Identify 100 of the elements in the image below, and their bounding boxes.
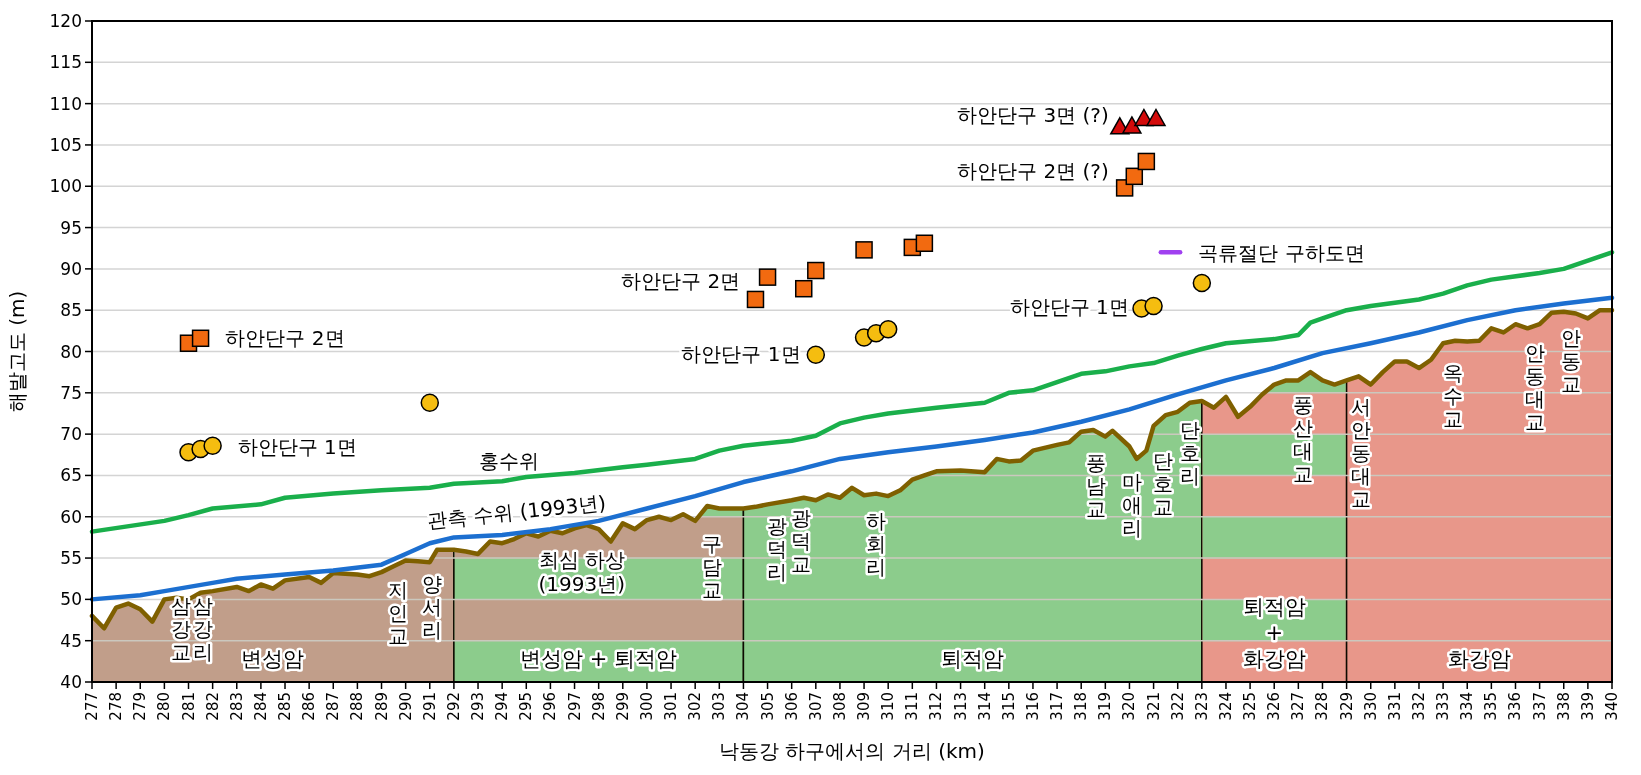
annotation: 단호교	[1153, 448, 1174, 519]
x-tick-label: 286	[300, 692, 319, 721]
y-tick-label: 60	[60, 506, 82, 527]
x-tick-label: 316	[1023, 692, 1042, 721]
x-tick-label: 333	[1434, 692, 1453, 721]
y-tick-label: 95	[60, 217, 82, 238]
x-tick-label: 319	[1096, 692, 1115, 721]
x-tick-label: 290	[396, 692, 415, 721]
point	[191, 329, 210, 348]
x-tick-label: 283	[227, 692, 246, 721]
x-tick-label: 309	[855, 692, 874, 721]
y-tick-label: 45	[60, 630, 82, 651]
annotation: 안동교	[1560, 325, 1581, 396]
point	[795, 279, 813, 298]
annotation: 관측 수위 (1993년)	[426, 490, 608, 534]
x-tick-label: 305	[758, 692, 777, 721]
annotation: 하안단구 1면	[237, 434, 357, 459]
x-tick-label: 336	[1506, 692, 1525, 721]
x-tick-label: 291	[420, 692, 439, 721]
x-tick-label: 303	[710, 692, 729, 721]
x-tick-label: 314	[975, 692, 994, 721]
x-tick-label: 308	[830, 692, 849, 721]
x-tick-label: 337	[1530, 692, 1549, 721]
y-tick-label: 100	[49, 176, 82, 197]
point	[203, 436, 222, 455]
x-tick-label: 285	[276, 692, 295, 721]
x-tick-label: 339	[1578, 692, 1597, 721]
x-tick-label: 295	[517, 692, 536, 721]
y-tick-label: 80	[60, 341, 82, 362]
annotation: 풍산대교	[1293, 392, 1314, 486]
x-tick-label: 296	[541, 692, 560, 721]
band-label: 퇴적암 + 화강암	[1242, 594, 1306, 671]
x-tick-label: 284	[251, 692, 270, 721]
x-tick-label: 281	[179, 692, 198, 721]
point	[1122, 116, 1142, 134]
x-tick-label: 279	[131, 692, 150, 721]
x-tick-label: 307	[806, 692, 825, 721]
x-tick-label: 293	[469, 692, 488, 721]
annotation: 하안단구 1면	[1009, 295, 1129, 320]
x-tick-label: 287	[324, 692, 343, 721]
x-tick-label: 297	[565, 692, 584, 721]
annotation: 광덕리	[767, 514, 788, 585]
y-tick-label: 50	[60, 589, 82, 610]
point	[878, 319, 898, 339]
annotation: 옥수교	[1442, 361, 1463, 432]
point	[420, 393, 440, 412]
x-tick-label: 335	[1482, 692, 1501, 721]
annotation: 곡류절단 구하도면	[1198, 240, 1365, 265]
x-tick-label: 288	[348, 692, 367, 721]
y-tick-label: 85	[60, 300, 82, 321]
x-tick-label: 334	[1458, 692, 1477, 721]
x-axis-title: 낙동강 하구에서의 거리 (km)	[719, 739, 985, 763]
annotation: 하안단구 3면 (?)	[957, 103, 1109, 128]
annotation: 삼강리	[192, 594, 213, 665]
point	[915, 234, 934, 253]
x-tick-label: 317	[1048, 692, 1067, 721]
y-tick-label: 40	[60, 672, 82, 692]
x-tick-label: 292	[444, 692, 463, 721]
x-tick-label: 320	[1120, 692, 1139, 721]
point	[758, 268, 777, 286]
annotation: 하안단구 2면	[225, 326, 345, 351]
x-tick-label: 324	[1216, 692, 1235, 721]
x-tick-label: 300	[637, 692, 656, 721]
x-tick-label: 328	[1313, 692, 1332, 721]
x-tick-label: 329	[1337, 692, 1356, 721]
band-label: 화강암	[1447, 646, 1511, 671]
x-tick-label: 323	[1192, 692, 1211, 721]
y-tick-label: 120	[49, 11, 82, 31]
x-tick-label: 322	[1168, 692, 1187, 721]
y-tick-label: 65	[60, 465, 82, 486]
y-tick-label: 105	[49, 134, 82, 155]
y-tick-label: 55	[60, 548, 82, 569]
band-label: 변성암 + 퇴적암	[520, 646, 678, 671]
annotation: 최심 하상 (1993년)	[538, 548, 626, 597]
x-tick-label: 313	[951, 692, 970, 721]
x-tick-label: 340	[1603, 692, 1621, 721]
annotation: 단호리	[1179, 417, 1200, 488]
x-tick-label: 278	[107, 692, 126, 721]
x-tick-label: 277	[83, 692, 101, 721]
annotation: 삼강교	[171, 594, 192, 665]
y-tick-label: 75	[60, 382, 82, 403]
point	[1144, 296, 1163, 316]
x-tick-label: 321	[1144, 692, 1163, 721]
annotation: 지인교	[388, 577, 409, 648]
annotation: 광덕교	[791, 505, 812, 576]
x-tick-label: 301	[662, 692, 681, 721]
x-tick-label: 326	[1265, 692, 1284, 721]
point	[746, 290, 765, 309]
y-tick-label: 70	[60, 424, 82, 445]
x-tick-label: 330	[1361, 692, 1380, 721]
annotation: 풍남교	[1085, 450, 1106, 521]
annotation: 하안단구 2면	[621, 268, 741, 293]
x-tick-label: 282	[203, 692, 222, 721]
point	[1125, 167, 1144, 186]
annotation: 하안단구 1면	[681, 342, 801, 367]
annotation: 마애리	[1121, 469, 1142, 540]
x-tick-label: 311	[903, 692, 922, 721]
x-tick-label: 318	[1072, 692, 1091, 721]
x-tick-label: 294	[493, 692, 512, 721]
x-tick-label: 332	[1409, 692, 1428, 721]
